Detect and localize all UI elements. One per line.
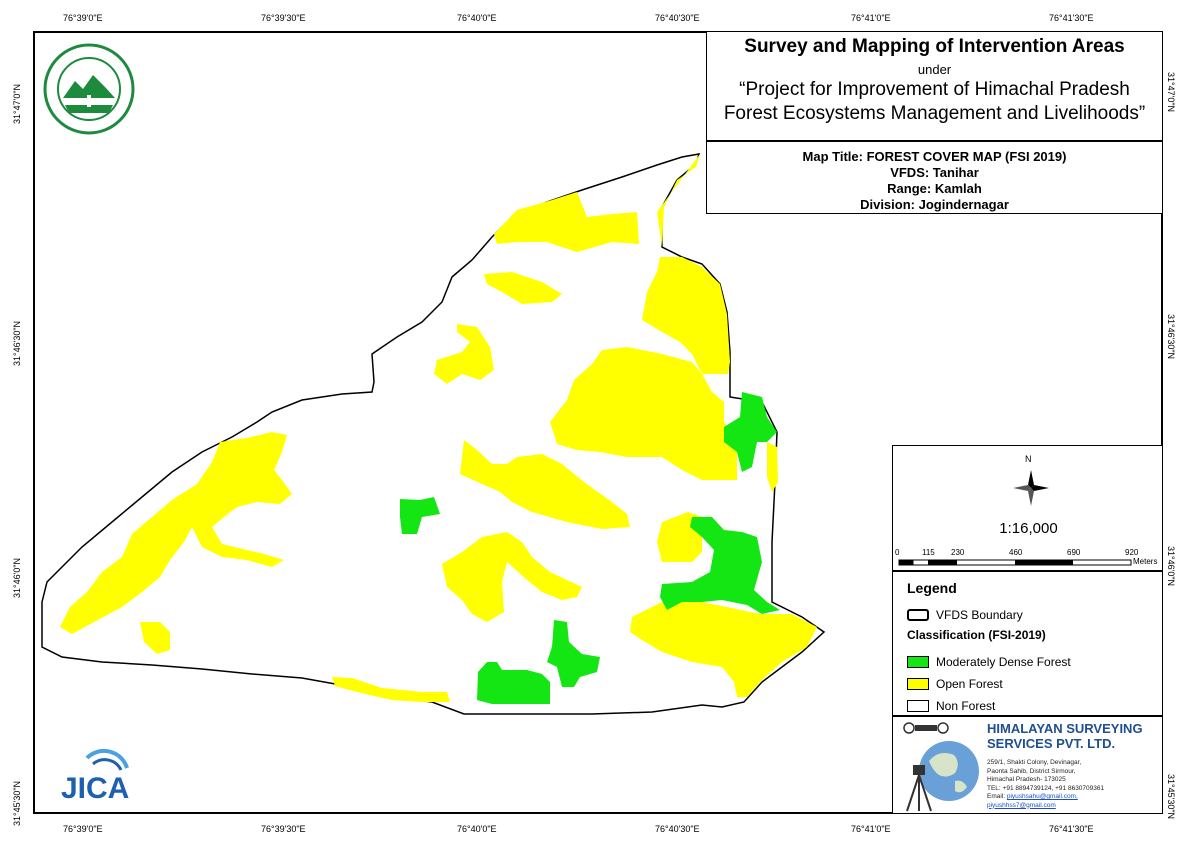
scale-block: N 1:16,000 0 115 230 460 690 920 Meters	[892, 445, 1163, 571]
top-coord-label: 76°41'30"E	[1049, 13, 1094, 23]
bottom-coord-label: 76°39'0"E	[63, 824, 103, 834]
top-coord-label: 76°40'0"E	[457, 13, 497, 23]
legend-title: Legend	[907, 580, 957, 596]
legend-classification: Classification (FSI-2019)	[907, 628, 1046, 642]
open-forest-swatch	[907, 678, 929, 690]
legend-boundary: VFDS Boundary	[907, 608, 1023, 622]
jica-logo: JICA	[55, 746, 135, 806]
legend-item-label: Moderately Dense Forest	[936, 655, 1071, 669]
legend-boundary-label: VFDS Boundary	[936, 608, 1023, 622]
scale-tick-label: 460	[1009, 548, 1023, 557]
vfds-name: VFDS: Tanihar	[890, 165, 979, 180]
project-line-2: Forest Ecosystems Management and Livelih…	[723, 103, 1146, 124]
moderately-dense-swatch	[907, 656, 929, 668]
division-name: Division: Jogindernagar	[860, 197, 1009, 212]
open-forest-patches	[60, 154, 817, 702]
address-line: Paonta Sahib, District Sirmour,	[987, 767, 1076, 775]
left-coord-label: 31°46'30"N	[12, 320, 22, 366]
email-line: Email: piyushsahu@gmail.com,	[987, 793, 1104, 802]
company-block: HIMALAYAN SURVEYING SERVICES PVT. LTD. 2…	[892, 716, 1163, 814]
forest-department-emblem	[43, 43, 135, 135]
scale-tick-label: 0	[895, 548, 900, 557]
scale-tick-label: 920	[1125, 548, 1139, 557]
scale-tick-label: 690	[1067, 548, 1081, 557]
range-name: Range: Kamlah	[887, 181, 982, 196]
legend-open-forest: Open Forest	[907, 677, 1003, 691]
address-line: Himachal Pradesh- 173025	[987, 776, 1066, 783]
scale-tick-label: 230	[951, 548, 965, 557]
address-line: 259/1, Shakti Colony, Devinagar,	[987, 759, 1082, 766]
email-link-2[interactable]: piyushhss7@gmail.com	[987, 801, 1056, 809]
north-label: N	[1025, 454, 1032, 464]
company-name-line-1: HIMALAYAN SURVEYING	[987, 721, 1143, 736]
right-coord-label: 31°47'0"N	[1166, 72, 1176, 113]
legend-moderately-dense: Moderately Dense Forest	[907, 655, 1071, 669]
top-coord-label: 76°39'30"E	[261, 13, 306, 23]
right-coord-label: 31°45'30"N	[1166, 774, 1176, 820]
survey-equipment-icon	[903, 722, 979, 812]
main-title: Survey and Mapping of Intervention Areas	[744, 36, 1125, 57]
email-link-1[interactable]: piyushsahu@gmail.com,	[1006, 793, 1078, 800]
bottom-coord-label: 76°41'30"E	[1049, 824, 1094, 834]
company-address: 259/1, Shakti Colony, Devinagar, Paonta …	[987, 759, 1104, 810]
legend-block: Legend VFDS Boundary Classification (FSI…	[892, 571, 1163, 716]
email-label: Email:	[987, 793, 1006, 800]
forest-cover-map	[41, 153, 826, 715]
company-name: HIMALAYAN SURVEYING SERVICES PVT. LTD.	[987, 721, 1143, 751]
title-block: Survey and Mapping of Intervention Areas…	[706, 31, 1163, 141]
bottom-coord-label: 76°41'0"E	[851, 824, 891, 834]
scale-tick-label: 115	[922, 548, 935, 557]
non-forest-swatch	[907, 700, 929, 712]
bottom-coord-label: 76°40'0"E	[457, 824, 497, 834]
top-coord-label: 76°41'0"E	[851, 13, 891, 23]
legend-non-forest: Non Forest	[907, 699, 995, 713]
bottom-coord-label: 76°40'30"E	[655, 824, 700, 834]
scale-unit: Meters	[1133, 557, 1158, 566]
top-coord-label: 76°40'30"E	[655, 13, 700, 23]
moderately-dense-forest-patches	[400, 392, 780, 704]
north-arrow-icon	[1013, 470, 1049, 506]
left-coord-label: 31°47'0"N	[12, 83, 22, 124]
legend-item-label: Open Forest	[936, 677, 1003, 691]
title-under: under	[917, 62, 952, 77]
map-info-block: Map Title: FOREST COVER MAP (FSI 2019) V…	[706, 141, 1163, 214]
svg-text:JICA: JICA	[61, 772, 129, 805]
left-coord-label: 31°45'30"N	[12, 780, 22, 826]
right-coord-label: 31°46'30"N	[1166, 314, 1176, 360]
left-coord-label: 31°46'0"N	[12, 557, 22, 598]
top-coord-label: 76°39'0"E	[63, 13, 103, 23]
bottom-coord-label: 76°39'30"E	[261, 824, 306, 834]
company-name-line-2: SERVICES PVT. LTD.	[987, 736, 1116, 751]
phone-line: TEL: +91 8894739124, +91 8630709361	[987, 784, 1105, 792]
scale-bar	[898, 559, 1132, 566]
right-coord-label: 31°46'0"N	[1166, 546, 1176, 587]
legend-item-label: Non Forest	[936, 699, 996, 713]
boundary-swatch	[907, 609, 929, 621]
scale-ratio: 1:16,000	[999, 520, 1058, 537]
map-title: Map Title: FOREST COVER MAP (FSI 2019)	[802, 149, 1067, 164]
project-line-1: “Project for Improvement of Himachal Pra…	[739, 79, 1130, 100]
